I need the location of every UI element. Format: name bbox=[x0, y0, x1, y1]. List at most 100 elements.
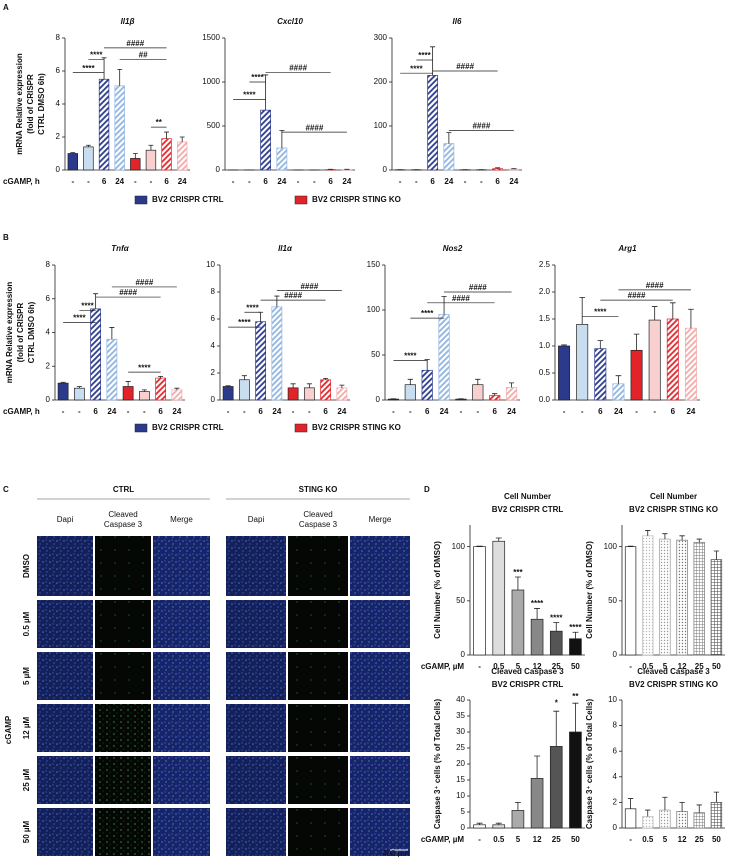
bar bbox=[659, 809, 671, 829]
y-tick-label: 0 bbox=[613, 650, 618, 659]
chart-title: Cell Number bbox=[650, 492, 697, 501]
significance-label: ** bbox=[572, 692, 579, 701]
y-axis-label: (fold of CRISPR bbox=[16, 303, 25, 363]
bar bbox=[271, 306, 283, 401]
bar bbox=[530, 778, 544, 829]
micrograph bbox=[153, 808, 210, 856]
bar bbox=[492, 540, 506, 656]
x-tick-label: - bbox=[563, 407, 566, 416]
x-tick-label: - bbox=[232, 177, 235, 186]
panel-label: C bbox=[3, 485, 9, 494]
x-tick-label: - bbox=[127, 407, 130, 416]
y-tick-label: 10 bbox=[206, 260, 215, 269]
legend-swatch bbox=[294, 423, 308, 433]
error-bar bbox=[70, 152, 76, 154]
x-tick-label: 0.5 bbox=[493, 662, 505, 671]
error-bar bbox=[164, 131, 169, 139]
x-tick-label: - bbox=[243, 407, 246, 416]
error-bar bbox=[60, 381, 66, 384]
bar bbox=[122, 386, 134, 401]
x-tick-label: - bbox=[480, 177, 483, 186]
micrograph bbox=[288, 808, 348, 856]
y-tick-label: 500 bbox=[207, 121, 221, 130]
x-tick-label: - bbox=[409, 407, 412, 416]
chart-subtitle: BV2 CRISPR STING KO bbox=[629, 505, 718, 514]
x-tick-label: - bbox=[629, 835, 632, 844]
x-tick-label: 24 bbox=[337, 407, 346, 416]
y-tick-label: 4 bbox=[211, 341, 216, 350]
error-bar bbox=[534, 755, 541, 779]
bar bbox=[666, 318, 679, 401]
x-tick-label: 6 bbox=[598, 407, 603, 416]
bar bbox=[472, 384, 484, 401]
x-tick-label: - bbox=[464, 177, 467, 186]
side-label: cGAMP bbox=[4, 715, 13, 744]
significance-label: **** bbox=[238, 318, 251, 327]
bar bbox=[98, 78, 110, 171]
x-tick-label: 25 bbox=[552, 835, 561, 844]
error-bar bbox=[662, 533, 668, 540]
column-label: Merge bbox=[170, 515, 193, 524]
panel-label: B bbox=[3, 233, 9, 242]
y-tick-label: 50 bbox=[371, 350, 380, 359]
x-tick-label: 24 bbox=[509, 177, 518, 186]
bar bbox=[659, 538, 671, 656]
bar bbox=[176, 141, 188, 171]
x-tick-label: - bbox=[476, 407, 479, 416]
legend-swatch bbox=[294, 195, 308, 205]
error-bar bbox=[696, 538, 702, 543]
significance-label: #### bbox=[469, 283, 487, 292]
y-tick-label: 6 bbox=[56, 66, 61, 75]
panel-label: A bbox=[3, 3, 9, 12]
significance-label: **** bbox=[138, 363, 151, 372]
y-tick-label: 10 bbox=[456, 791, 465, 800]
error-bar bbox=[148, 144, 154, 151]
bar bbox=[287, 387, 299, 401]
error-bar bbox=[263, 74, 269, 111]
chart-title: Cleaved Caspase 3 bbox=[637, 667, 710, 676]
micrograph bbox=[95, 652, 151, 700]
significance-label: **** bbox=[594, 307, 607, 316]
error-bar bbox=[225, 385, 231, 387]
y-tick-label: 1.0 bbox=[539, 341, 551, 350]
significance-label: #### bbox=[300, 282, 318, 291]
legend-label: BV2 CRISPR CTRL bbox=[152, 195, 224, 204]
column-label: Caspase 3 bbox=[299, 520, 338, 529]
y-tick-label: 2.0 bbox=[539, 287, 551, 296]
x-tick-label: 6 bbox=[671, 407, 676, 416]
bar bbox=[489, 395, 501, 401]
error-bar bbox=[93, 293, 99, 309]
legend-swatch bbox=[134, 423, 148, 433]
bar bbox=[303, 387, 315, 401]
bar bbox=[473, 824, 486, 829]
y-tick-label: 0 bbox=[56, 165, 61, 174]
micrograph bbox=[37, 704, 93, 752]
error-bar bbox=[627, 798, 634, 809]
significance-label: *** bbox=[513, 568, 523, 577]
y-tick-label: 2 bbox=[56, 132, 61, 141]
significance-label: ## bbox=[139, 51, 148, 60]
column-label: Caspase 3 bbox=[104, 520, 143, 529]
y-axis-label: CTRL DMSO 6h) bbox=[37, 73, 46, 135]
y-axis-label: Cell Number (% of DMSO) bbox=[433, 541, 442, 639]
significance-label: **** bbox=[73, 313, 86, 322]
x-tick-label: 12 bbox=[533, 662, 542, 671]
column-label: Merge bbox=[369, 515, 392, 524]
bar bbox=[421, 369, 433, 401]
micrograph bbox=[288, 756, 348, 804]
y-tick-label: 4 bbox=[46, 328, 51, 337]
x-tick-label: - bbox=[297, 177, 300, 186]
error-bar bbox=[534, 608, 541, 620]
x-tick-label: 5 bbox=[663, 662, 668, 671]
significance-label: **** bbox=[531, 599, 544, 608]
y-tick-label: 0 bbox=[46, 395, 51, 404]
bar bbox=[155, 377, 167, 401]
y-tick-label: 1000 bbox=[202, 77, 220, 86]
row-label: DMSO bbox=[22, 554, 31, 578]
y-axis-label: Cell Number (% of DMSO) bbox=[585, 541, 594, 639]
significance-label: #### bbox=[472, 122, 490, 131]
legend-label: BV2 CRISPR CTRL bbox=[152, 423, 224, 432]
error-bar bbox=[290, 383, 296, 388]
y-tick-label: 25 bbox=[456, 743, 465, 752]
row-label: 12 µM bbox=[22, 716, 31, 739]
